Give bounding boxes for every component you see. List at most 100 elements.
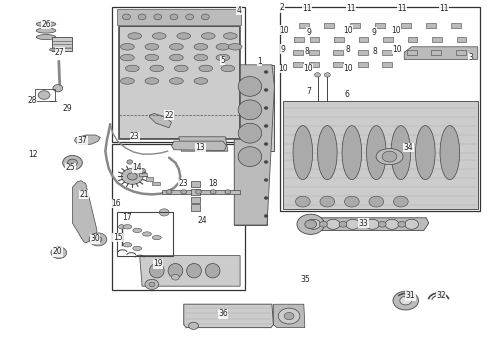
Text: 16: 16 <box>111 199 121 208</box>
Circle shape <box>284 312 294 320</box>
Ellipse shape <box>49 48 56 51</box>
Bar <box>358 50 368 55</box>
Circle shape <box>145 279 159 289</box>
Ellipse shape <box>149 264 164 278</box>
Ellipse shape <box>170 78 183 84</box>
Circle shape <box>320 196 335 207</box>
Text: 10: 10 <box>343 64 353 73</box>
Bar <box>112 7 245 142</box>
Text: 11: 11 <box>397 4 407 13</box>
Text: 23: 23 <box>178 179 188 188</box>
Ellipse shape <box>194 44 208 50</box>
Circle shape <box>140 168 146 173</box>
Bar <box>401 23 411 28</box>
Polygon shape <box>74 135 100 145</box>
Circle shape <box>51 247 67 258</box>
Text: 12: 12 <box>28 150 38 159</box>
Text: 11: 11 <box>302 4 312 13</box>
Bar <box>35 89 55 101</box>
Text: 20: 20 <box>52 248 62 256</box>
Bar <box>191 204 200 211</box>
Text: 19: 19 <box>153 259 163 269</box>
Text: 23: 23 <box>130 132 140 141</box>
Text: 18: 18 <box>208 179 218 188</box>
Polygon shape <box>299 218 429 230</box>
Circle shape <box>122 168 143 184</box>
Bar <box>324 23 334 28</box>
Bar <box>382 50 392 55</box>
Ellipse shape <box>216 44 230 50</box>
Ellipse shape <box>238 147 262 166</box>
Text: 29: 29 <box>63 104 73 113</box>
Ellipse shape <box>416 126 435 180</box>
Circle shape <box>295 196 310 207</box>
Ellipse shape <box>223 33 237 39</box>
Bar <box>426 23 436 28</box>
Circle shape <box>210 190 216 194</box>
Text: 10: 10 <box>391 26 401 35</box>
Ellipse shape <box>123 225 132 229</box>
Ellipse shape <box>36 28 56 33</box>
Bar <box>133 167 141 171</box>
Polygon shape <box>140 256 240 286</box>
Ellipse shape <box>128 33 142 39</box>
Circle shape <box>264 179 268 181</box>
Ellipse shape <box>152 33 166 39</box>
Bar <box>294 37 304 42</box>
Ellipse shape <box>121 44 134 50</box>
Polygon shape <box>149 113 171 128</box>
Ellipse shape <box>228 44 242 50</box>
Bar <box>333 62 343 67</box>
Ellipse shape <box>145 54 159 61</box>
Bar <box>456 50 466 55</box>
Circle shape <box>122 14 130 20</box>
Text: 32: 32 <box>436 292 446 300</box>
Circle shape <box>264 89 268 91</box>
Circle shape <box>393 196 408 207</box>
Circle shape <box>172 274 179 280</box>
Text: 2: 2 <box>279 3 284 12</box>
Circle shape <box>264 107 268 109</box>
Circle shape <box>393 291 418 310</box>
Polygon shape <box>172 141 226 150</box>
Polygon shape <box>117 9 241 25</box>
Circle shape <box>278 308 300 324</box>
Circle shape <box>53 85 63 92</box>
Circle shape <box>359 221 367 227</box>
Ellipse shape <box>221 65 235 72</box>
Text: 10: 10 <box>278 64 288 73</box>
Circle shape <box>127 173 137 180</box>
Circle shape <box>307 219 320 229</box>
Circle shape <box>170 14 178 20</box>
Ellipse shape <box>36 22 56 27</box>
Ellipse shape <box>187 264 201 278</box>
Ellipse shape <box>150 65 164 72</box>
Bar <box>408 37 417 42</box>
Bar <box>293 62 303 67</box>
Circle shape <box>264 71 268 73</box>
Text: 10: 10 <box>279 26 289 35</box>
Text: 11: 11 <box>439 4 449 13</box>
Text: 22: 22 <box>164 111 174 120</box>
Bar <box>451 23 461 28</box>
Ellipse shape <box>216 54 230 61</box>
Bar <box>152 182 160 185</box>
Polygon shape <box>184 304 273 328</box>
Circle shape <box>382 151 397 162</box>
Ellipse shape <box>143 232 151 236</box>
Circle shape <box>166 190 172 194</box>
Bar <box>407 50 416 55</box>
Ellipse shape <box>194 54 208 61</box>
Ellipse shape <box>170 44 183 50</box>
Ellipse shape <box>133 228 142 233</box>
Polygon shape <box>234 65 274 225</box>
Circle shape <box>189 322 198 329</box>
Bar <box>309 50 318 55</box>
Ellipse shape <box>376 149 403 165</box>
Bar <box>309 62 318 67</box>
Text: 3: 3 <box>468 53 473 62</box>
Circle shape <box>63 156 82 170</box>
Text: 14: 14 <box>132 163 142 172</box>
Bar <box>358 62 368 67</box>
Ellipse shape <box>36 35 56 40</box>
